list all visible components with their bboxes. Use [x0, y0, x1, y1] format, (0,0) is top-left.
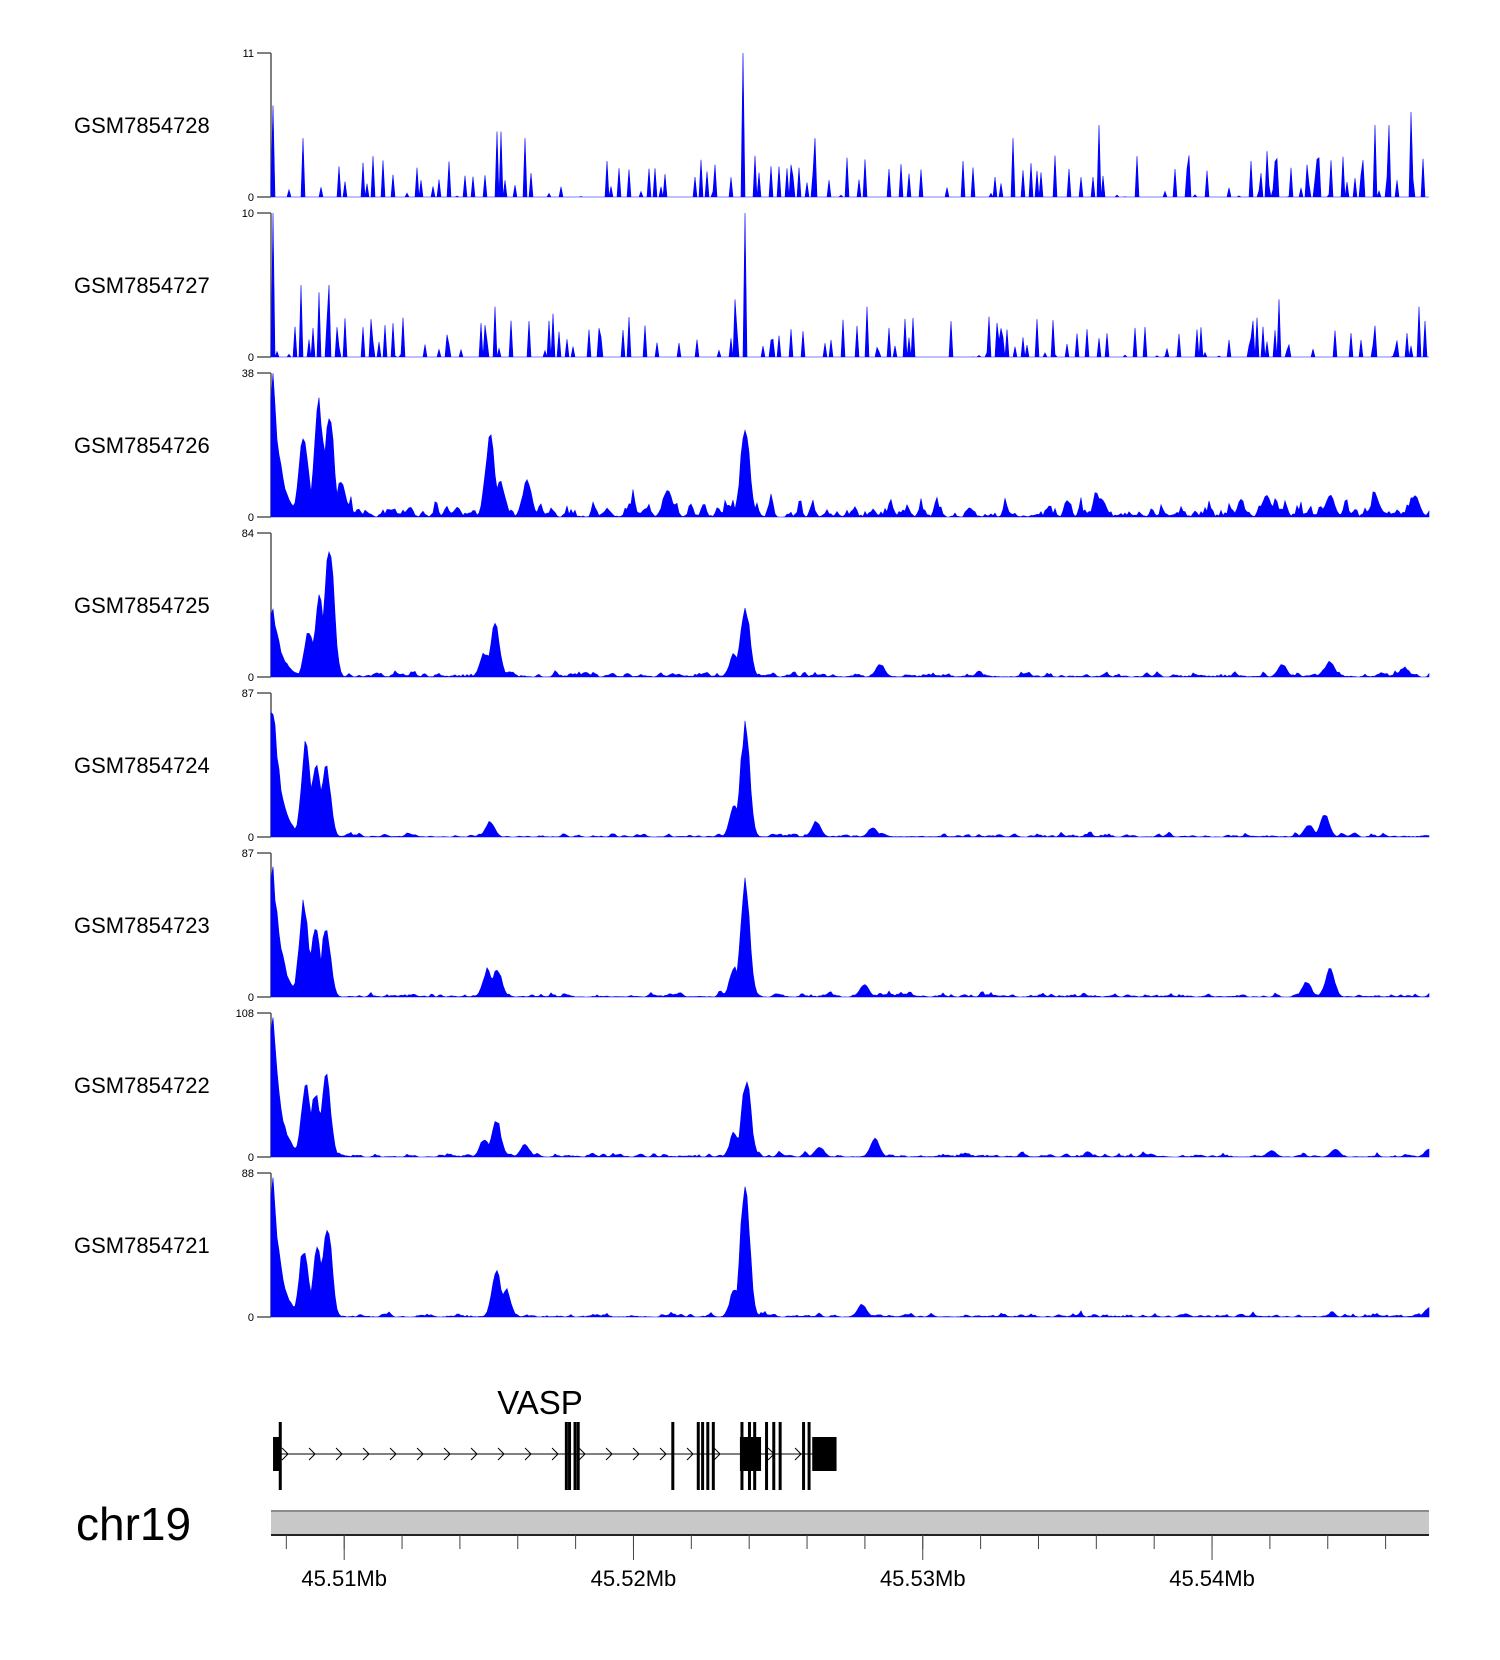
x-tick-label: 45.54Mb: [1169, 1566, 1255, 1591]
y-tick-label-min: 0: [248, 1152, 254, 1164]
gene-track: VASP: [273, 1384, 837, 1490]
track-GSM7854725: GSM7854725 84 0: [74, 528, 1430, 684]
y-tick-label-min: 0: [248, 672, 254, 684]
y-tick-label-min: 0: [248, 192, 254, 204]
gene-label: VASP: [497, 1384, 583, 1421]
y-tick-label-min: 0: [248, 832, 254, 844]
x-tick-label: 45.51Mb: [301, 1566, 387, 1591]
strand-arrow-icon: [416, 1447, 424, 1461]
track-GSM7854728: GSM7854728 11 0: [74, 48, 1429, 204]
strand-arrow-icon: [686, 1447, 694, 1461]
exon-line: [772, 1422, 776, 1490]
signal-area: [270, 52, 1429, 198]
strand-arrow-icon: [308, 1447, 316, 1461]
exon-line: [706, 1422, 710, 1490]
y-tick-label-max: 88: [242, 1168, 254, 1180]
y-tick-label-min: 0: [248, 352, 254, 364]
exon-line: [701, 1422, 705, 1490]
exon-line: [564, 1422, 568, 1490]
track-label: GSM7854723: [74, 913, 210, 938]
y-tick-label-max: 87: [242, 848, 254, 860]
y-tick-label-max: 10: [242, 208, 254, 220]
y-tick-label-max: 11: [243, 48, 254, 60]
y-tick-label-min: 0: [248, 992, 254, 1004]
signal-tracks: GSM7854728110GSM7854727100GSM7854726380G…: [74, 48, 1430, 1324]
y-tick-label-max: 87: [242, 688, 254, 700]
exon-line: [778, 1422, 782, 1490]
exon-line: [765, 1422, 769, 1490]
strand-arrow-icon: [551, 1447, 559, 1461]
genome-axis: 45.51Mb 45.52Mb 45.53Mb 45.54Mb: [271, 1510, 1429, 1591]
track-label: GSM7854725: [74, 593, 210, 618]
strand-arrow-icon: [281, 1447, 289, 1461]
exon-block: [812, 1437, 837, 1471]
track-label: GSM7854721: [74, 1233, 210, 1258]
exon-line: [573, 1422, 577, 1490]
strand-arrow-icon: [335, 1447, 343, 1461]
exon-line: [747, 1422, 751, 1490]
strand-arrow-icon: [659, 1447, 667, 1461]
exon-line: [807, 1422, 811, 1490]
strand-arrow-icon: [470, 1447, 478, 1461]
exon-line: [753, 1422, 757, 1490]
y-tick-label-max: 108: [236, 1008, 254, 1020]
exon-line: [711, 1422, 715, 1490]
exon-line: [576, 1422, 580, 1490]
exon-line: [802, 1422, 806, 1490]
track-label: GSM7854727: [74, 273, 210, 298]
strand-arrow-icon: [362, 1447, 370, 1461]
track-GSM7854726: GSM7854726 38 0: [74, 368, 1430, 524]
track-label: GSM7854722: [74, 1073, 210, 1098]
strand-arrow-icon: [713, 1447, 721, 1461]
signal-area: [270, 1177, 1430, 1318]
y-tick-label-min: 0: [248, 1312, 254, 1324]
track-GSM7854722: GSM7854722 108 0: [74, 1008, 1430, 1164]
signal-area: [270, 551, 1430, 678]
exon-line: [568, 1422, 572, 1490]
track-label: GSM7854726: [74, 433, 210, 458]
exon-line: [696, 1422, 700, 1490]
strand-arrow-icon: [443, 1447, 451, 1461]
strand-arrow-icon: [578, 1447, 586, 1461]
exon-block: [273, 1437, 280, 1471]
strand-arrow-icon: [497, 1447, 505, 1461]
exon-line: [740, 1422, 744, 1490]
y-tick-label-max: 84: [242, 528, 254, 540]
chromosome-label: chr19: [76, 1498, 191, 1550]
exon-line: [278, 1422, 282, 1490]
track-GSM7854724: GSM7854724 87 0: [74, 688, 1430, 844]
strand-arrow-icon: [389, 1447, 397, 1461]
signal-area: [270, 1017, 1430, 1158]
x-tick-label: 45.52Mb: [591, 1566, 677, 1591]
track-label: GSM7854724: [74, 753, 210, 778]
x-tick-label: 45.53Mb: [880, 1566, 966, 1591]
track-GSM7854727: GSM7854727 10 0: [74, 208, 1429, 364]
strand-arrow-icon: [605, 1447, 613, 1461]
strand-arrow-icon: [632, 1447, 640, 1461]
track-GSM7854723: GSM7854723 87 0: [74, 848, 1430, 1004]
strand-arrow-icon: [524, 1447, 532, 1461]
track-GSM7854721: GSM7854721 88 0: [74, 1168, 1430, 1324]
signal-area: [270, 712, 1430, 838]
y-tick-label-max: 38: [242, 368, 254, 380]
signal-area: [270, 212, 1429, 358]
chromosome-bar: [271, 1511, 1429, 1535]
y-tick-label-min: 0: [248, 512, 254, 524]
track-label: GSM7854728: [74, 113, 210, 138]
strand-arrow-icon: [794, 1447, 802, 1461]
exon-line: [671, 1422, 675, 1490]
signal-area: [270, 373, 1430, 518]
signal-area: [270, 866, 1430, 998]
